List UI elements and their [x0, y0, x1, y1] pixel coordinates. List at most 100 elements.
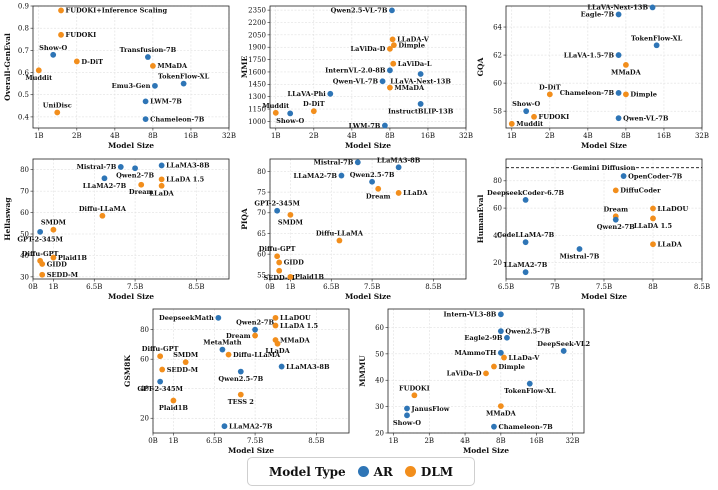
- point-qwen2-5-7b: [497, 328, 504, 335]
- y-tick-label: 58: [493, 108, 502, 116]
- point-label-llada-v: LLaDA-V: [397, 36, 430, 44]
- point-label-gpt-2-345m: GPT-2-345M: [137, 385, 183, 393]
- x-axis-label: Model Size: [345, 292, 391, 301]
- y-tick-label: 64: [493, 23, 502, 31]
- point-lladou: [650, 205, 656, 212]
- point-llava-next-13b: [649, 4, 656, 11]
- point-label-opencoder-7b: OpenCoder-7B: [628, 172, 683, 180]
- point-unidisc: [54, 109, 61, 116]
- point-label-sedd-m: SEDD-M: [263, 274, 294, 282]
- point-label-fudoki: FUDOKI: [66, 31, 97, 39]
- x-tick-label: 7.5B: [596, 283, 612, 291]
- x-tick-label: 8B: [385, 132, 395, 140]
- point-label-muddit: Muddit: [262, 102, 290, 110]
- point-instructblip-13b: [417, 101, 424, 107]
- point-muddit: [508, 120, 515, 127]
- point-label-lladou: LLaDOU: [658, 205, 689, 213]
- point-qwen2-5-vl-7b: [389, 7, 395, 14]
- point-label-qwen2-7b: Qwen2-7B: [236, 319, 274, 327]
- point-diffu-llama: [225, 351, 232, 358]
- y-tick-label: 60: [20, 209, 29, 217]
- point-label-llada-1-5: LLaDA 1.5: [166, 176, 205, 184]
- y-tick-label: 1600: [248, 68, 266, 76]
- x-tick-label: 16B: [421, 132, 435, 140]
- point-fudoki: [58, 31, 64, 38]
- point-llada: [395, 190, 402, 196]
- legend-dlm-marker: [404, 466, 416, 477]
- point-emu3-gen: [152, 82, 158, 89]
- y-tick-label: 60: [257, 251, 266, 259]
- point-qwen2-5-7b: [369, 178, 375, 185]
- point-label-mistral-7b: Mistral-7B: [560, 253, 600, 261]
- x-tick-label: 4B: [347, 132, 357, 140]
- point-label-qwen2-7b: Qwen2-7B: [116, 172, 154, 180]
- point-llada: [158, 182, 165, 189]
- x-tick-label: 1B: [169, 437, 179, 445]
- y-tick-label: 80: [20, 166, 29, 174]
- x-tick-label: 16B: [184, 132, 198, 140]
- y-tick-label: 80: [140, 326, 149, 334]
- point-label-smdm: SMDM: [41, 219, 66, 227]
- point-label-codellama-7b: CodeLLaMA-7B: [497, 231, 555, 239]
- point-label-dream: Dream: [226, 332, 251, 340]
- point-label-mistral-7b: Mistral-7B: [314, 159, 354, 167]
- point-llava-1-5-7b: [615, 52, 622, 58]
- point-lwm-7b: [142, 98, 149, 105]
- point-llada-1-5: [272, 322, 279, 329]
- point-llama2-7b: [101, 175, 108, 182]
- y-tick-label: 1300: [248, 93, 266, 101]
- y-tick-label: 1750: [248, 56, 266, 64]
- point-lladou: [272, 314, 279, 321]
- y-tick-label: 40: [493, 232, 502, 240]
- point-label-unidisc: UniDisc: [43, 101, 72, 109]
- plot-frame: [505, 158, 703, 280]
- y-tick-label: 80: [257, 168, 266, 176]
- point-label-janusflow: JanusFlow: [410, 405, 449, 413]
- y-tick-label: 0.8: [18, 25, 29, 33]
- point-llada-1-5: [158, 176, 165, 183]
- x-tick-label: 4B: [460, 437, 470, 445]
- y-tick-label: 60: [140, 356, 149, 364]
- x-tick-label: 32B: [222, 132, 236, 140]
- plot-frame: [32, 5, 230, 129]
- point-label-d-dit: D-DiT: [303, 100, 325, 108]
- point-show-o: [287, 110, 294, 117]
- point-label-show-o: Show-O: [276, 117, 304, 125]
- point-label-plaid1b: Plaid1B: [295, 273, 324, 281]
- point-label-qwen2-5-vl-7b: Qwen2.5-VL-7B: [331, 7, 388, 15]
- point-plaid1b: [170, 397, 177, 404]
- point-label-lwm-7b: LWM-7B: [150, 98, 182, 106]
- point-eagle-7b: [615, 11, 622, 18]
- y-tick-label: 30: [20, 273, 29, 281]
- point-label-mistral-7b: Mistral-7B: [77, 163, 117, 171]
- x-tick-label: 8.5B: [694, 283, 710, 291]
- point-label-tokenflow-xl: TokenFlow-XL: [158, 73, 210, 81]
- point-label-mmada: MMaDA: [486, 410, 517, 418]
- x-tick-label: 0B: [28, 283, 38, 291]
- point-label-dream: Dream: [129, 188, 154, 196]
- y-tick-label: 1450: [248, 81, 266, 89]
- point-label-chameleon-7b: Chameleon-7B: [560, 89, 615, 97]
- point-label-diffu-llama: Diffu-LLaMA: [233, 351, 281, 359]
- point-mammoth: [497, 349, 504, 356]
- x-tick-label: 6.5B: [323, 283, 339, 291]
- point-chameleon-7b: [142, 116, 149, 123]
- x-tick-label: 7B: [550, 283, 560, 291]
- point-plaid1b: [50, 254, 57, 261]
- y-tick-label: 30: [375, 403, 384, 411]
- point-show-o: [50, 51, 57, 58]
- point-label-llada: LLaDA: [149, 189, 174, 197]
- x-axis-label: Model Size: [108, 292, 154, 301]
- chart-humaneval: 20 40 60 80 6.5B 7B 7.5B 8B 8.5B Model Size HumanE…: [476, 158, 710, 301]
- point-qwen2-7b: [612, 216, 619, 223]
- point-chameleon-7b: [615, 90, 622, 96]
- point-mmada: [623, 61, 629, 68]
- point-llama3-8b: [158, 162, 165, 169]
- point-mmada: [150, 62, 156, 69]
- x-tick-label: 6.5B: [498, 283, 514, 291]
- point-dream: [138, 181, 145, 188]
- point-label-mammoth: MAmmoTH: [454, 349, 496, 357]
- point-label-gpt-2-345m: GPT-2-345M: [17, 235, 63, 243]
- point-label-llama2-7b: LLaMA2-7B: [83, 182, 127, 190]
- point-label-llama3-8b: LLaMA3-8B: [166, 162, 210, 170]
